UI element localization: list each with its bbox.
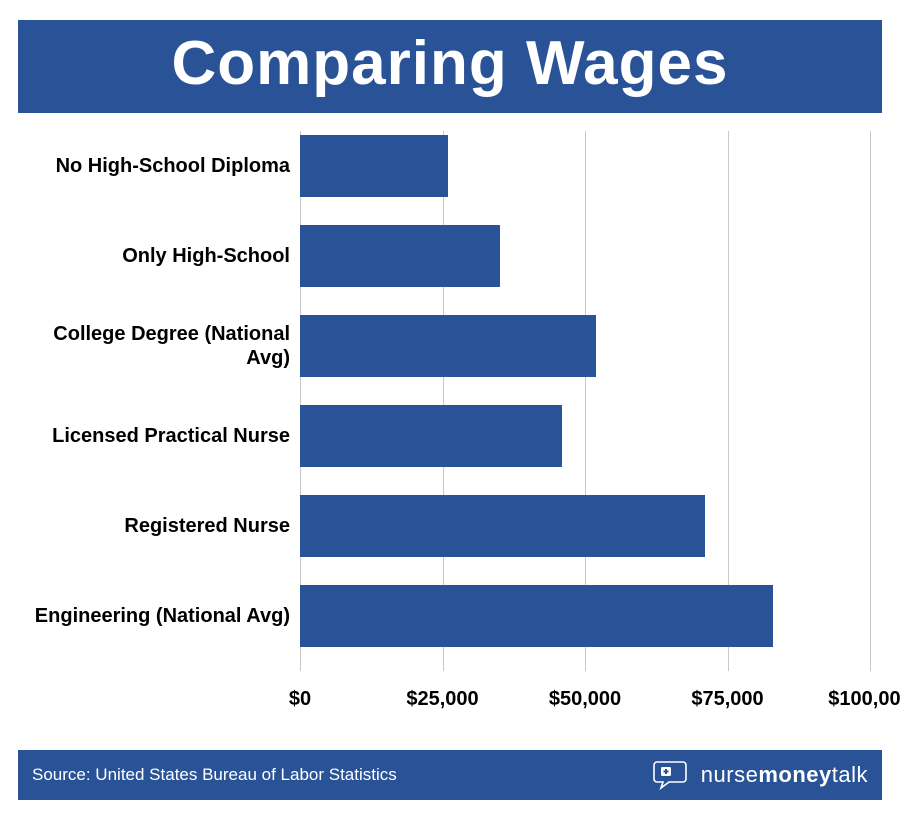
title-bar: Comparing Wages — [18, 20, 882, 113]
category-label: No High-School Diploma — [30, 154, 290, 178]
brand-logo-text: nursemoneytalk — [701, 762, 868, 788]
bar-row — [300, 495, 705, 557]
category-label: Registered Nurse — [30, 514, 290, 538]
source-text: Source: United States Bureau of Labor St… — [32, 765, 397, 785]
bar-row — [300, 225, 500, 287]
bar — [300, 135, 448, 197]
x-tick-label: $50,000 — [549, 688, 621, 711]
speech-bubble-plus-icon — [653, 760, 691, 790]
category-label: Licensed Practical Nurse — [30, 424, 290, 448]
bar-row — [300, 405, 562, 467]
bar-row — [300, 315, 596, 377]
bar — [300, 315, 596, 377]
bar — [300, 495, 705, 557]
brand-logo: nursemoneytalk — [653, 760, 868, 790]
gridline — [870, 131, 871, 671]
x-tick-label: $25,000 — [406, 688, 478, 711]
wage-chart: No High-School Diploma Only High-School Co… — [30, 131, 870, 711]
bar-row — [300, 135, 448, 197]
x-tick-label: $0 — [289, 688, 311, 711]
plot-area — [300, 131, 870, 671]
bar — [300, 225, 500, 287]
category-label: College Degree (National Avg) — [30, 322, 290, 370]
category-label: Engineering (National Avg) — [30, 604, 290, 628]
x-tick-label: $100,000 — [828, 688, 900, 711]
page-title: Comparing Wages — [172, 29, 729, 98]
bar — [300, 405, 562, 467]
bar-row — [300, 585, 773, 647]
x-tick-label: $75,000 — [691, 688, 763, 711]
footer-bar: Source: United States Bureau of Labor St… — [18, 750, 882, 800]
category-label: Only High-School — [30, 244, 290, 268]
bar — [300, 585, 773, 647]
